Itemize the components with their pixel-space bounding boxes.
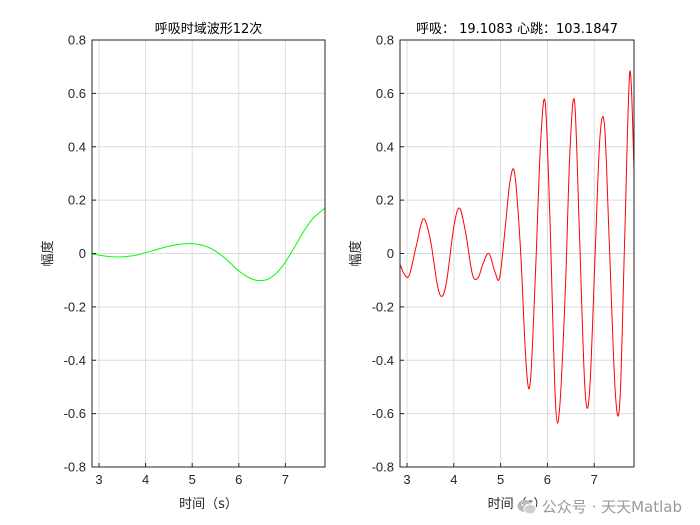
right-chart-y-tick-label: 0.6 [376, 86, 394, 101]
right-chart-x-tick-label: 4 [450, 472, 457, 487]
right-chart-y-tick-label: 0.4 [376, 139, 394, 154]
left-chart-y-axis-label: 幅度 [40, 240, 56, 266]
right-chart-y-axis-label: 幅度 [348, 240, 364, 266]
wechat-icon [517, 499, 537, 514]
right-chart-y-tick-label: -0.4 [372, 353, 394, 368]
left-chart-y-tick-label: 0.8 [68, 33, 86, 48]
right-chart-y-tick-label: 0 [387, 246, 394, 261]
watermark-text: 公众号 · 天天Matlab [541, 498, 682, 516]
left-chart-y-tick-label: -0.8 [64, 460, 86, 475]
right-chart-x-tick-label: 5 [497, 472, 504, 487]
right-chart-y-ticks: -0.8 -0.6 -0.4 -0.2 0 0.2 0.4 0.6 0.8 [372, 33, 404, 475]
left-chart-y-tick-label: 0 [79, 246, 86, 261]
right-chart-y-tick-label: -0.2 [372, 299, 394, 314]
left-chart-y-tick-label: -0.4 [64, 353, 86, 368]
left-chart-x-tick-label: 4 [142, 472, 149, 487]
left-chart-y-tick-label: 0.6 [68, 86, 86, 101]
left-chart-series-line [91, 207, 326, 282]
left-chart-x-tick-label: 3 [95, 472, 102, 487]
left-chart-x-axis-label: 时间（s） [179, 497, 238, 512]
left-chart-y-tick-label: 0.4 [68, 139, 86, 154]
left-chart-x-tick-label: 6 [235, 472, 242, 487]
right-chart-y-tick-label: -0.8 [372, 460, 394, 475]
left-chart-y-ticks: -0.8 -0.6 -0.4 -0.2 0 0.2 0.4 0.6 0.8 [64, 33, 96, 475]
right-chart: 呼吸： 19.1083 心跳：103.1847 -0.8 -0.6 -0.4 -0.2… [348, 22, 635, 512]
right-chart-y-tick-label: 0.2 [376, 193, 394, 208]
left-chart-x-tick-label: 5 [189, 472, 196, 487]
left-chart: 呼吸时域波形12次 -0.8-0.6-0.4-0.200.20.40.60.8 … [40, 21, 326, 512]
right-chart-x-tick-label: 7 [591, 472, 598, 487]
left-chart-x-tick-label: 7 [282, 472, 289, 487]
left-chart-y-tick-label: -0.6 [64, 406, 86, 421]
right-chart-title: 呼吸： 19.1083 心跳：103.1847 [416, 22, 618, 37]
right-chart-x-ticks: 3 4 5 6 7 [403, 463, 598, 487]
right-chart-x-tick-label: 3 [403, 472, 410, 487]
watermark: 公众号 · 天天Matlab [517, 496, 682, 517]
right-chart-y-tick-label: 0.8 [376, 33, 394, 48]
left-chart-title: 呼吸时域波形12次 [155, 21, 263, 37]
left-chart-x-ticks: 3 4 5 6 7 [95, 463, 289, 487]
right-chart-y-tick-label: -0.6 [372, 406, 394, 421]
left-chart-y-tick-label: 0.2 [68, 193, 86, 208]
left-chart-y-tick-label: -0.2 [64, 299, 86, 314]
right-chart-x-tick-label: 6 [544, 472, 551, 487]
left-chart-grid [92, 39, 325, 468]
right-chart-grid [400, 39, 634, 468]
right-chart-series-line [399, 70, 635, 424]
